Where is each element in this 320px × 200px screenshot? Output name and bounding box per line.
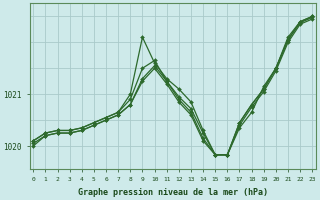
X-axis label: Graphe pression niveau de la mer (hPa): Graphe pression niveau de la mer (hPa) bbox=[78, 188, 268, 197]
